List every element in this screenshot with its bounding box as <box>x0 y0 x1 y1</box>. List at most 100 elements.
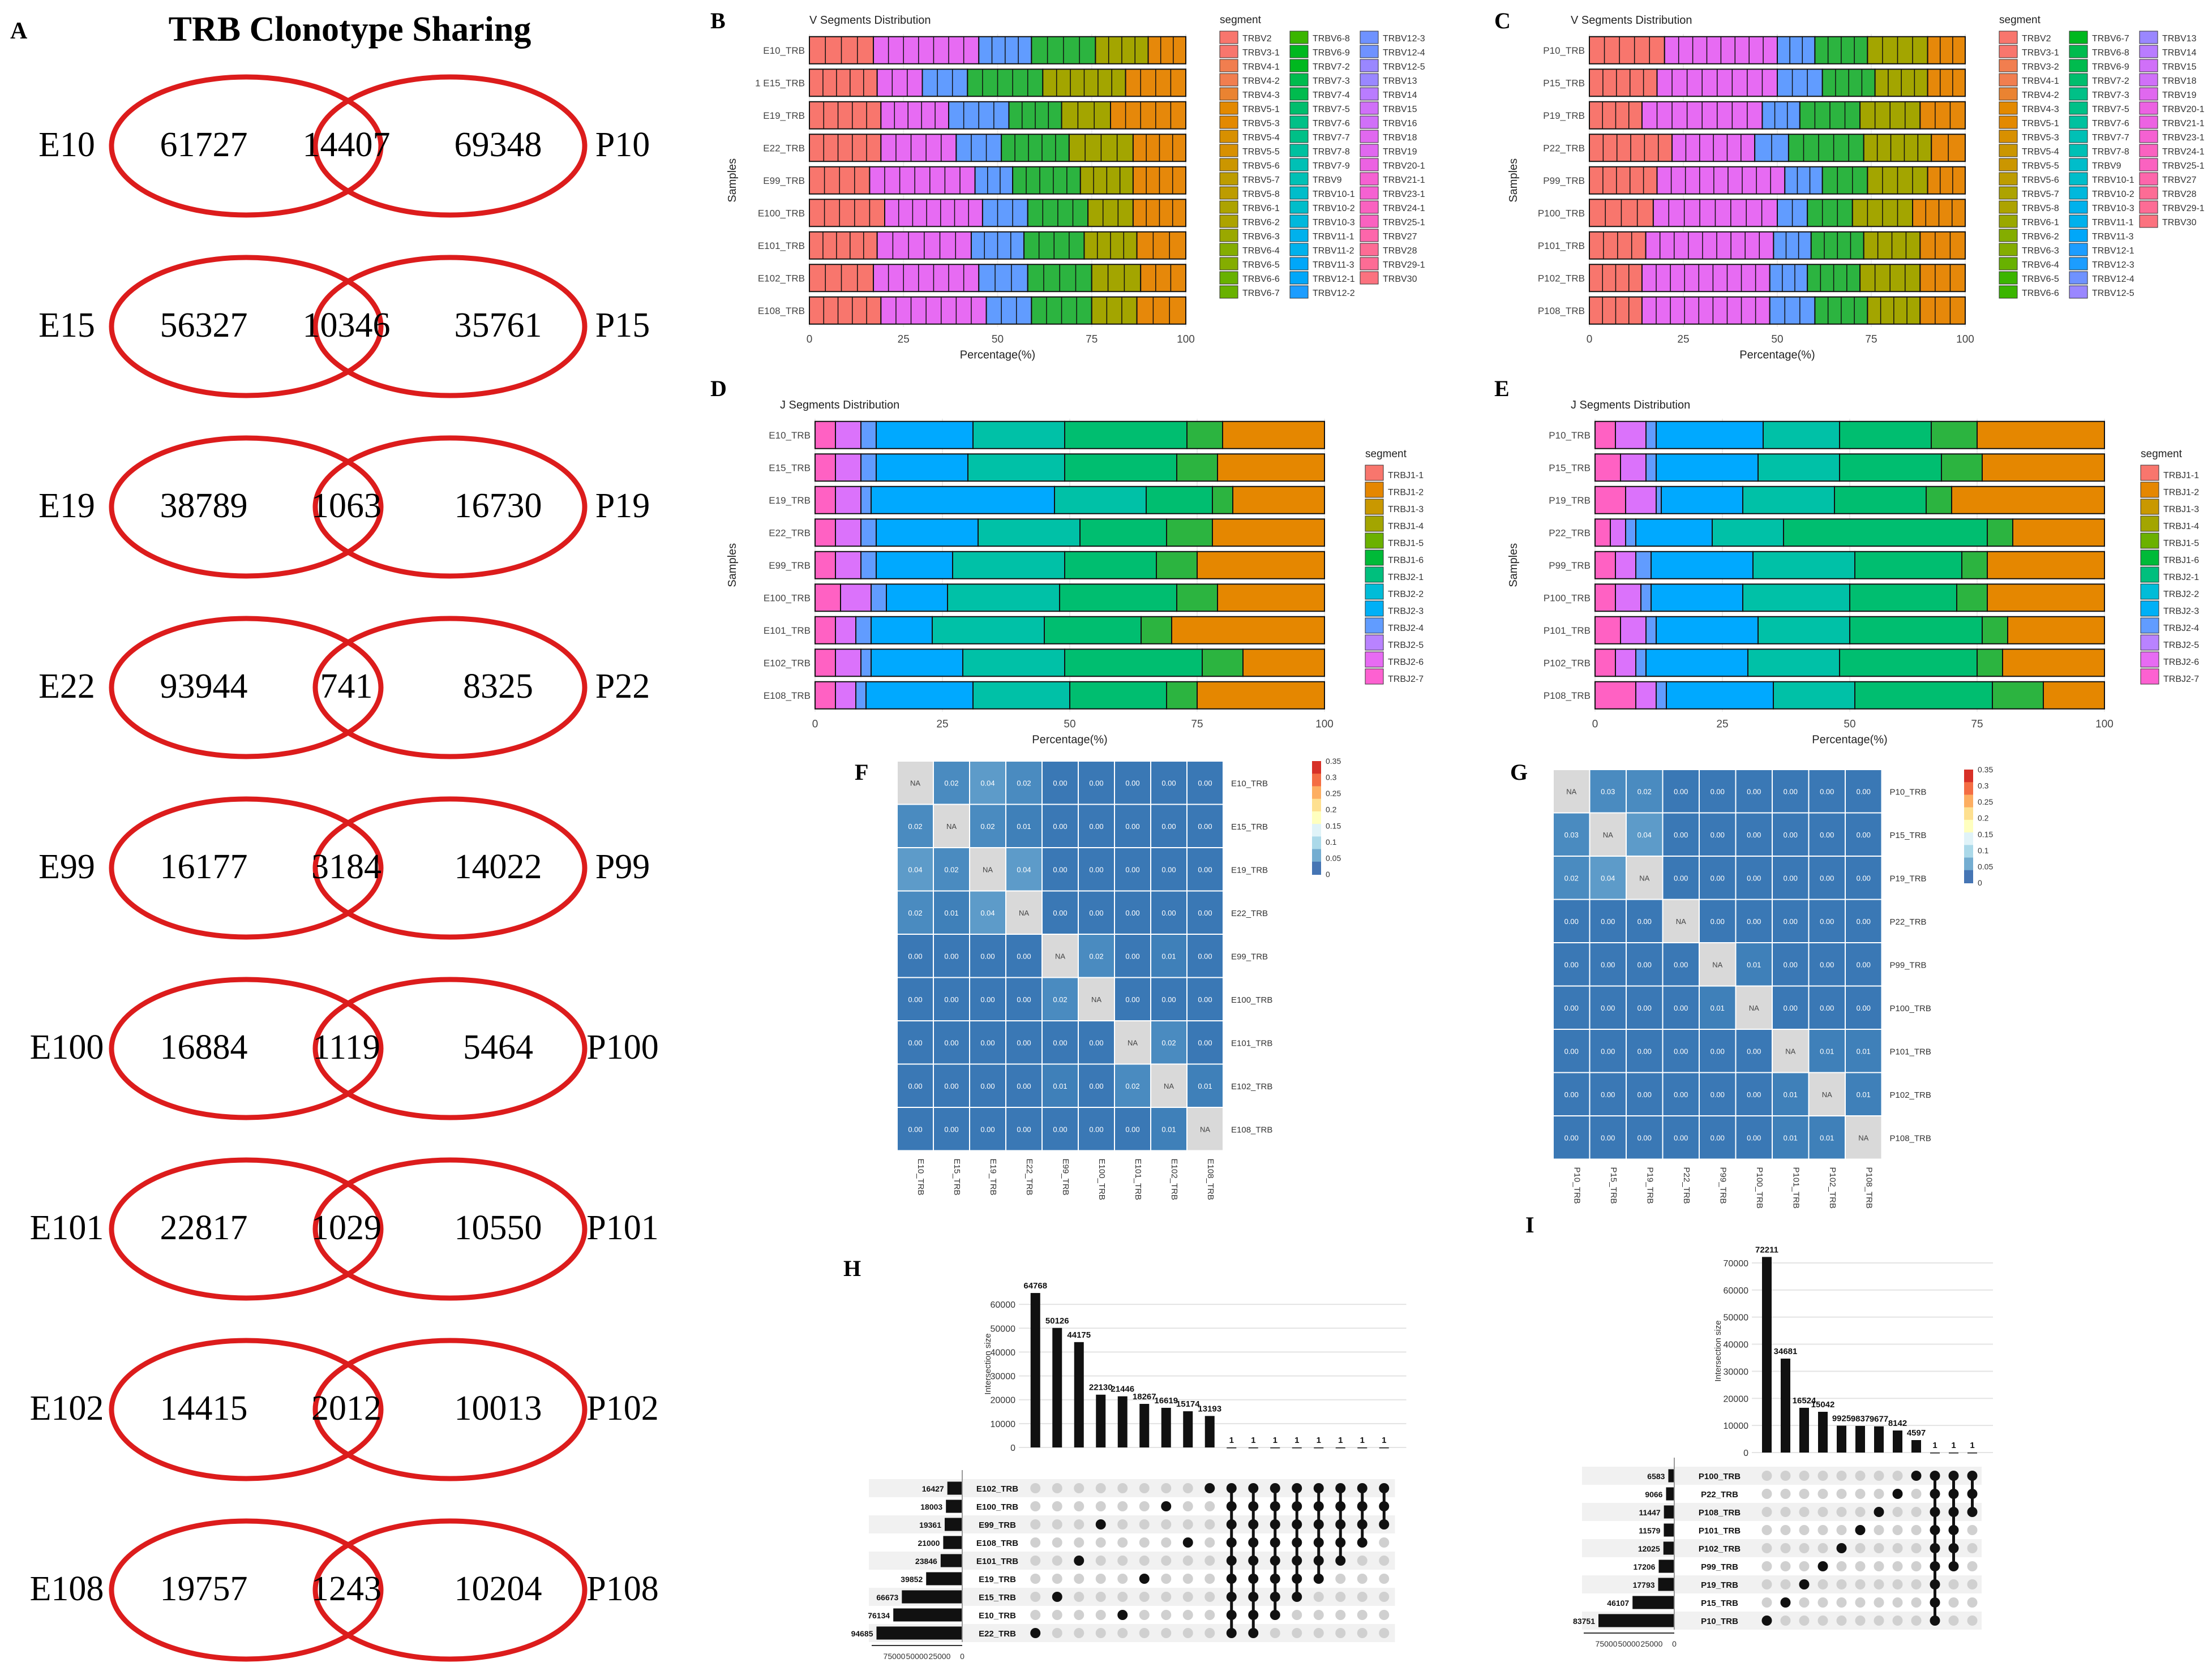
matrix-dot <box>1874 1507 1884 1517</box>
legend-swatch <box>1219 144 1238 157</box>
legend-swatch <box>1289 257 1309 270</box>
sample-label: P22_TRB <box>1549 527 1591 538</box>
heatmap-cell-value: 0.00 <box>1125 995 1139 1004</box>
legend-label: TRBV6-8 <box>1313 34 1350 44</box>
matrix-dot <box>1182 1574 1193 1584</box>
heatmap-cell-value: 0.00 <box>1674 960 1688 969</box>
legend-label: TRBV2 <box>2022 34 2051 44</box>
matrix-dot <box>1161 1556 1172 1566</box>
legend-label: TRBV28 <box>2162 190 2197 199</box>
bar-segment <box>860 518 877 547</box>
intersection-label: 9677 <box>1870 1415 1888 1424</box>
legend-label: TRBJ2-4 <box>2163 624 2199 633</box>
bar-segment <box>871 616 933 645</box>
bar-segment <box>1656 681 1667 710</box>
sample-label: E101_TRB <box>758 240 805 251</box>
bar-segment <box>880 134 957 162</box>
matrix-dot <box>1761 1597 1772 1608</box>
set-size-bar <box>902 1590 962 1604</box>
legend-label: TRBV5-4 <box>1242 133 1280 143</box>
heatmap-row-label: E102_TRB <box>1231 1082 1272 1092</box>
bar-segment <box>978 518 1081 547</box>
matrix-dot <box>1892 1579 1903 1589</box>
intersection-bar <box>1052 1327 1062 1447</box>
heatmap-cell <box>1845 856 1883 900</box>
heatmap-cell-value: 0.00 <box>980 1082 994 1090</box>
x-tick-label: 50 <box>992 334 1004 346</box>
heatmap-cell <box>897 1063 934 1108</box>
matrix-dot <box>1204 1610 1215 1620</box>
heatmap-cell-value: 0.00 <box>1564 1133 1579 1142</box>
heatmap-col-label: P19_TRB <box>1645 1167 1654 1204</box>
bar-segment <box>871 486 1055 514</box>
heatmap-cell-value: 0.02 <box>944 779 958 787</box>
bar-segment <box>1087 199 1134 227</box>
bar-segment <box>1594 616 1621 645</box>
matrix-dot <box>1799 1616 1810 1626</box>
panel-letters: A B C D E F G H I <box>10 8 1534 1281</box>
bar-segment <box>1594 486 1626 514</box>
bar-segment <box>815 681 836 710</box>
venn-title: TRB Clonotype Sharing <box>169 10 531 49</box>
legend-swatch <box>1219 257 1238 270</box>
legend-label: TRBV6-2 <box>1242 218 1280 227</box>
bar-segment <box>1217 583 1325 612</box>
intersection-bar <box>1837 1425 1846 1453</box>
heatmap-cell-value: 0.00 <box>1674 1090 1688 1099</box>
bar-segment <box>1742 583 1850 612</box>
set-label: P15_TRB <box>1701 1599 1738 1608</box>
legend-swatch <box>1289 214 1309 228</box>
venn-ellipse-right <box>312 1338 588 1481</box>
heatmap-cell-value: 0.01 <box>1857 1090 1871 1099</box>
legend-swatch <box>1289 285 1309 299</box>
heatmap-cell-value: 0.00 <box>944 995 958 1004</box>
legend-swatch <box>1289 200 1309 214</box>
venn-left-label: E102 <box>30 1389 104 1428</box>
x-tick-label: 100 <box>1956 334 1974 346</box>
heatmap-cell <box>1772 985 1810 1030</box>
legend-swatch <box>1360 229 1379 242</box>
legend-label: TRBV6-1 <box>1242 204 1280 213</box>
heatmap-cell-value: 0.00 <box>1747 917 1761 926</box>
heatmap-cell <box>1735 985 1773 1030</box>
heatmap-cell-value: NA <box>910 779 920 787</box>
heatmap-cell-value: 0.00 <box>1053 779 1067 787</box>
bar-segment <box>1610 518 1626 547</box>
legend-label: TRBV12-2 <box>1313 289 1355 298</box>
heatmap-row-label: E108_TRB <box>1231 1125 1272 1135</box>
set-size-tick-label: 0 <box>960 1652 964 1661</box>
bar-segment <box>835 518 861 547</box>
venn-only-right: 16730 <box>455 487 542 525</box>
matrix-dot <box>1892 1507 1903 1517</box>
matrix-dot <box>1874 1597 1884 1608</box>
venn-right-label: P22 <box>595 667 650 706</box>
venn-right-label: P108 <box>586 1570 658 1608</box>
matrix-dot <box>1117 1556 1128 1566</box>
heatmap-row-label: E100_TRB <box>1231 995 1272 1005</box>
matrix-dot <box>1817 1507 1828 1517</box>
bar-segment <box>1044 616 1142 645</box>
heatmap-cell <box>1808 985 1846 1030</box>
y-tick-label: 70000 <box>1724 1259 1749 1269</box>
heatmap-cell-value: 0.00 <box>944 1125 958 1133</box>
bar-segment <box>967 453 1065 482</box>
bar-segment <box>1136 231 1187 260</box>
set-size-label: 17793 <box>1633 1580 1655 1589</box>
heatmap-cell <box>1735 769 1773 814</box>
heatmap-row-label: P10_TRB <box>1890 787 1927 797</box>
heatmap-cell-value: 0.00 <box>1161 995 1176 1004</box>
legend-label: TRBV6-9 <box>1313 48 1350 58</box>
heatmap-cell <box>1553 942 1591 987</box>
legend-label: TRBV6-1 <box>2022 218 2059 227</box>
bar-segment <box>2043 681 2105 710</box>
heatmap-cell <box>1589 1029 1627 1073</box>
matrix-dot <box>1911 1597 1922 1608</box>
venn-shared: 3184 <box>311 848 381 886</box>
legend-swatch <box>2069 172 2088 186</box>
intersection-label: 1 <box>1951 1441 1956 1450</box>
sample-label: E100_TRB <box>764 592 811 603</box>
bar-segment <box>1136 296 1187 325</box>
bar-segment <box>1645 616 1657 645</box>
bar-segment <box>1054 486 1147 514</box>
matrix-dot <box>1911 1561 1922 1571</box>
